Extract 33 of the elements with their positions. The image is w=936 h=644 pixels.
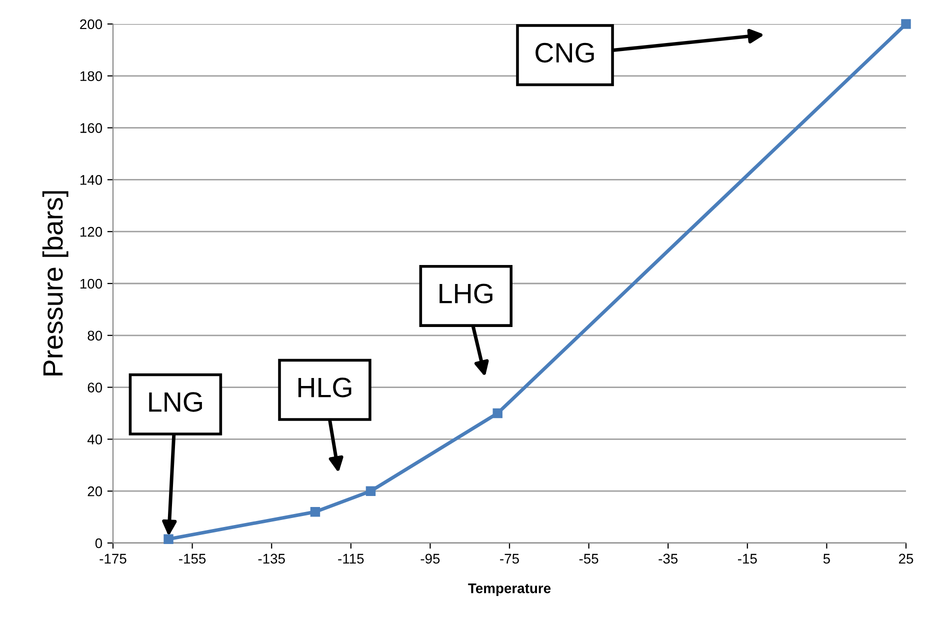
annotation: HLG xyxy=(298,378,352,398)
x-tick-label: -175 xyxy=(100,554,126,564)
x-axis-title: Temperature xyxy=(468,584,551,596)
y-tick-label: 80 xyxy=(88,330,102,341)
point xyxy=(164,534,174,544)
x-tick-label: -55 xyxy=(579,554,598,564)
y-tick-label: 140 xyxy=(80,175,102,185)
x-tick-label: -135 xyxy=(258,554,285,564)
x-tick-label: 5 xyxy=(823,554,830,564)
y-tick-label: 40 xyxy=(87,434,102,444)
annotation: LNG xyxy=(149,392,202,412)
y-tick-label: 0 xyxy=(95,538,102,548)
y-tick-label: 20 xyxy=(88,486,102,496)
x-tick-label: -155 xyxy=(179,554,206,564)
point xyxy=(366,486,376,496)
x-tick-label: -75 xyxy=(500,554,519,564)
y-axis-title: Pressure [bars] xyxy=(42,191,68,376)
y-tick-label: 180 xyxy=(80,71,102,82)
annotation: LHG xyxy=(440,284,492,304)
point xyxy=(310,507,320,517)
y-tick-label: 160 xyxy=(80,123,102,133)
x-tick-label: -115 xyxy=(338,554,364,564)
y-tick-label: 100 xyxy=(80,278,102,289)
y-tick-label: 120 xyxy=(80,226,102,237)
point xyxy=(492,408,502,418)
x-tick-label: -95 xyxy=(420,554,440,564)
point xyxy=(901,19,911,29)
x-tick-label: 25 xyxy=(898,554,914,564)
x-tick-label: -15 xyxy=(738,554,757,564)
x-tick-label: -35 xyxy=(658,554,678,564)
annotation: CNG xyxy=(536,42,594,63)
y-tick-label: 60 xyxy=(88,382,102,392)
y-tick-label: 200 xyxy=(80,19,102,30)
